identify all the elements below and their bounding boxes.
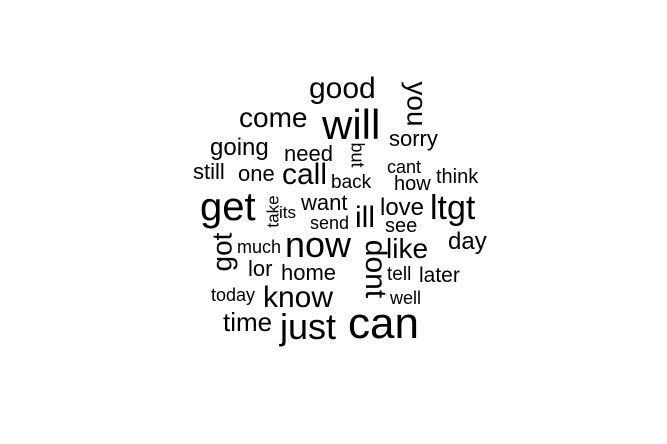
word-going: going <box>210 134 269 161</box>
word-how: how <box>394 173 431 195</box>
word-got: got <box>206 232 238 272</box>
word-ltgt: ltgt <box>430 189 476 227</box>
word-just: just <box>280 306 337 347</box>
word-time: time <box>223 307 273 337</box>
word-come: come <box>239 102 308 133</box>
word-get: get <box>200 185 256 229</box>
word-but: but <box>347 142 368 168</box>
word-want: want <box>301 190 348 215</box>
word-good: good <box>309 72 376 105</box>
word-can: can <box>348 299 419 348</box>
word-one: one <box>238 161 275 186</box>
word-still: still <box>193 159 225 184</box>
word-know: know <box>263 281 334 314</box>
word-see: see <box>385 215 418 237</box>
word-love: love <box>380 194 425 221</box>
word-now: now <box>285 224 352 265</box>
word-will: will <box>322 101 381 148</box>
word-day: day <box>448 228 487 255</box>
word-like: like <box>386 233 429 264</box>
word-much: much <box>237 237 282 257</box>
word-later: later <box>419 264 460 287</box>
word-home: home <box>281 260 337 285</box>
word-its: its <box>279 203 296 222</box>
word-sorry: sorry <box>389 126 438 151</box>
word-ill: ill <box>355 201 375 234</box>
word-well: well <box>390 288 422 308</box>
word-think: think <box>436 166 479 188</box>
word-call: call <box>282 158 328 191</box>
word-tell: tell <box>387 264 412 285</box>
word-send: send <box>310 213 350 233</box>
word-lor: lor <box>248 256 273 281</box>
word-you: you <box>401 81 433 127</box>
word-need: need <box>284 141 333 166</box>
word-cant: cant <box>387 157 422 177</box>
word-back: back <box>331 172 372 193</box>
word-today: today <box>211 285 256 305</box>
